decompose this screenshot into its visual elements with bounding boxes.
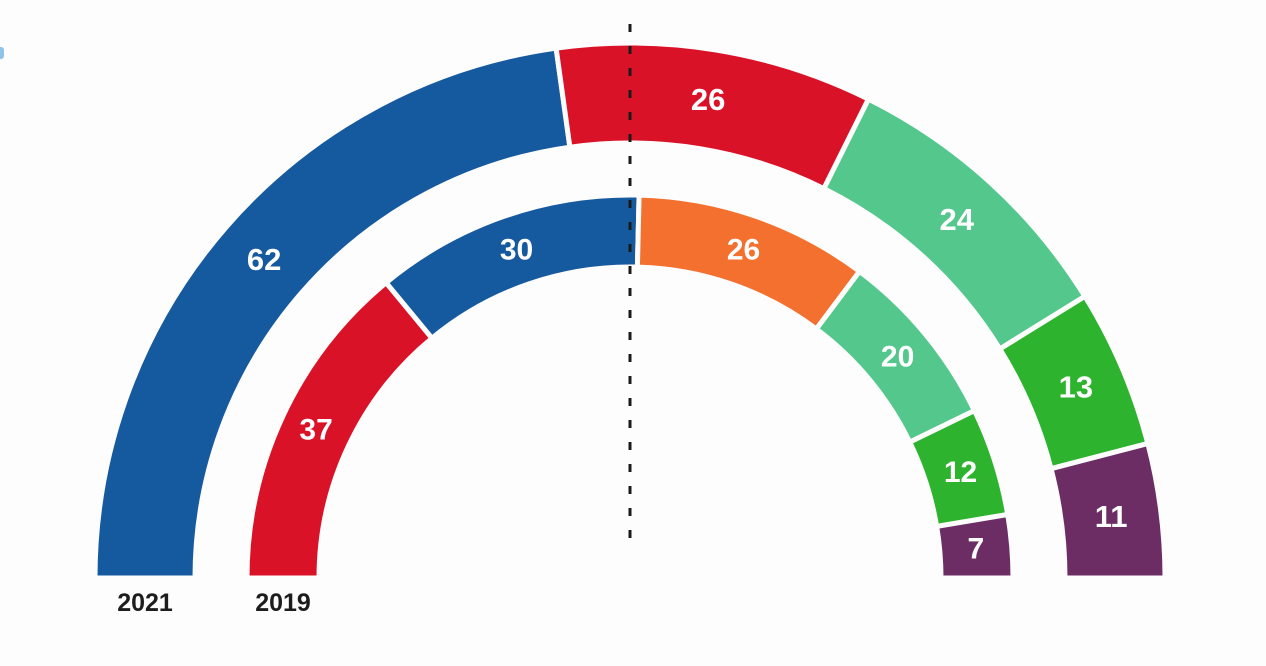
segment-2019-20[interactable] (812, 267, 978, 446)
segment-2019-7[interactable] (933, 511, 1016, 581)
ring-year-label-2021: 2021 (117, 589, 173, 617)
segment-2021-26[interactable] (553, 40, 872, 192)
segment-2021-62[interactable] (92, 45, 573, 581)
segment-2019-26[interactable] (634, 192, 864, 333)
ring-year-label-2019: 2019 (255, 589, 311, 617)
clipped-edge-fragment (0, 47, 4, 59)
segment-2021-11[interactable] (1047, 440, 1168, 581)
segment-2019-30[interactable] (382, 192, 642, 342)
